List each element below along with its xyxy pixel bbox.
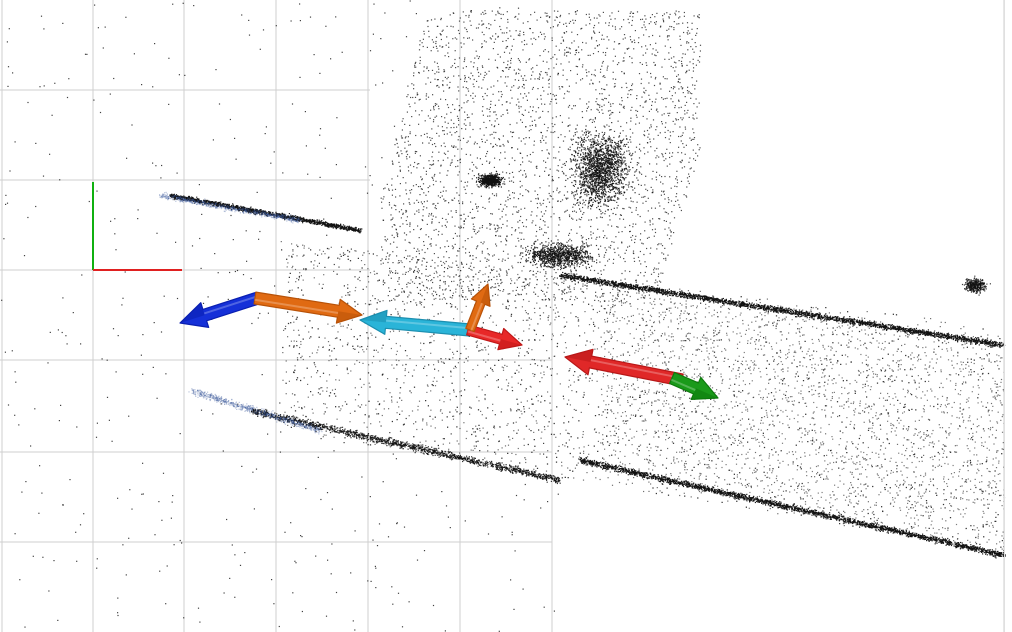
viewport-edge [1004,0,1005,632]
orange-arrow [253,291,363,324]
red-arrow-right [564,348,684,387]
green-arrow [668,371,719,400]
orange-arrow-up [465,283,491,333]
cyan-arrow [359,309,472,337]
blue-arrow [179,291,261,328]
pose-arrows [179,283,719,400]
origin-axes [92,182,182,271]
